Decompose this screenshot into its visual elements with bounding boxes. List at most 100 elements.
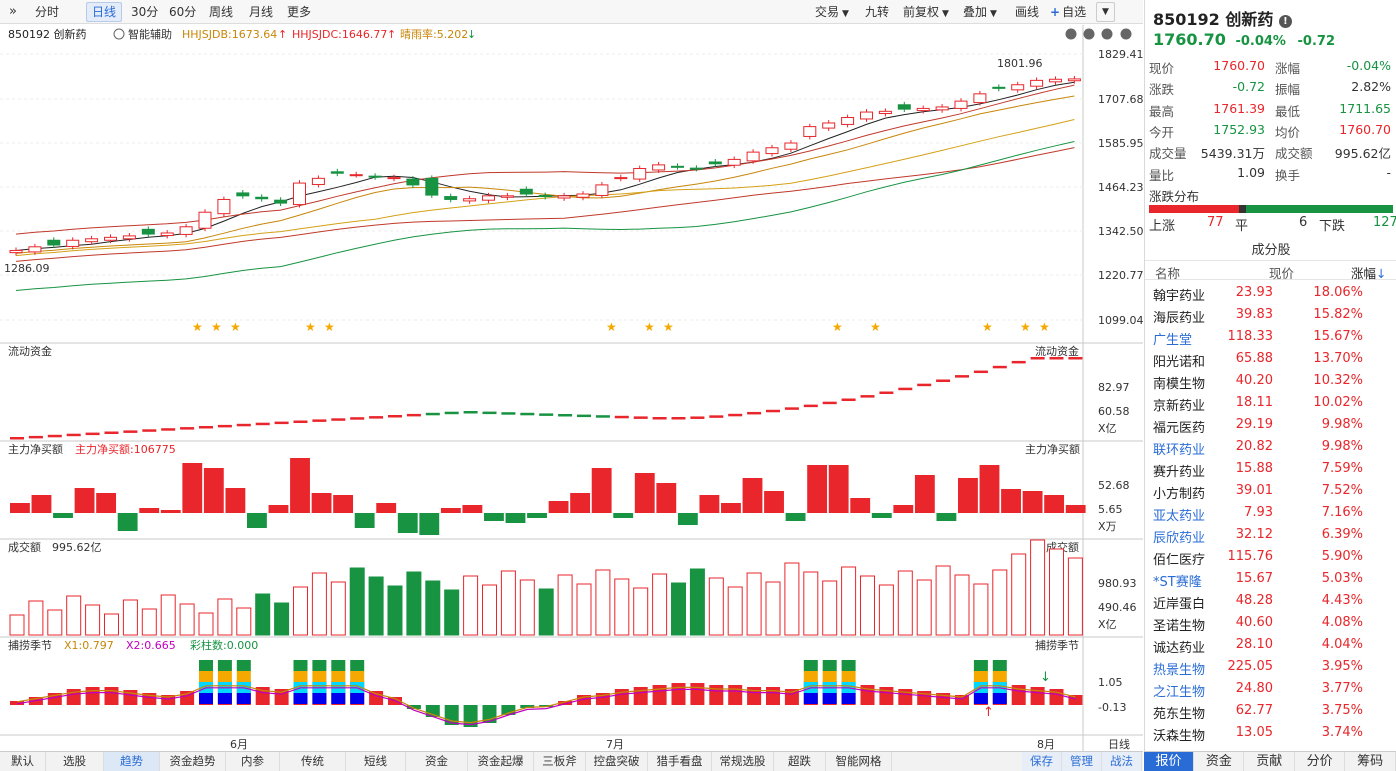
plus-icon[interactable] xyxy=(1083,28,1095,40)
strategy-tab-8[interactable]: 资金起爆 xyxy=(468,752,534,771)
constituent-row[interactable]: 辰欣药业 32.12 6.39% xyxy=(1145,524,1396,546)
candle[interactable] xyxy=(160,232,174,237)
candle[interactable] xyxy=(689,167,703,170)
kline-chart[interactable]: 1829.41 1707.68 1585.95 1464.23 1342.50 1220.… xyxy=(0,25,1143,751)
period-tab-6[interactable]: 更多 xyxy=(287,5,312,19)
bottom-action-2[interactable]: 战法 xyxy=(1102,752,1142,771)
strategy-tab-12[interactable]: 常规选股 xyxy=(712,752,774,771)
constituent-row[interactable]: 亚太药业 7.93 7.16% xyxy=(1145,502,1396,524)
candle[interactable] xyxy=(954,100,968,109)
strategy-tab-1[interactable]: 选股 xyxy=(46,752,104,771)
constituent-name[interactable]: 海辰药业 xyxy=(1153,311,1206,326)
period-tab-0[interactable]: 分时 xyxy=(35,5,60,19)
constituent-row[interactable]: *ST赛隆 15.67 5.03% xyxy=(1145,568,1396,590)
candle[interactable] xyxy=(1030,79,1044,87)
constituent-row[interactable]: 海辰药业 39.83 15.82% xyxy=(1145,304,1396,326)
candle[interactable] xyxy=(538,194,552,198)
constituent-name[interactable]: 诚达药业 xyxy=(1153,641,1206,656)
candle[interactable] xyxy=(519,188,533,195)
constituent-row[interactable]: 阳光诺和 65.88 13.70% xyxy=(1145,348,1396,370)
candle[interactable] xyxy=(482,195,495,201)
strategy-tab-2[interactable]: 趋势 xyxy=(104,752,160,771)
candle[interactable] xyxy=(274,199,288,204)
minus-icon[interactable] xyxy=(1065,28,1077,40)
constituent-name[interactable]: 佰仁医疗 xyxy=(1153,553,1206,568)
candle[interactable] xyxy=(633,168,647,180)
candle[interactable] xyxy=(368,175,382,178)
dropdown-icon[interactable]: ▼ xyxy=(1096,2,1115,22)
candle[interactable] xyxy=(614,177,628,180)
candle[interactable] xyxy=(671,165,684,168)
strategy-tab-14[interactable]: 智能网格 xyxy=(826,752,892,771)
constituent-row[interactable]: 联环药业 20.82 9.98% xyxy=(1145,436,1396,458)
constituent-row[interactable]: 之江生物 24.80 3.77% xyxy=(1145,678,1396,700)
candle[interactable] xyxy=(992,86,1006,89)
candle[interactable] xyxy=(595,184,609,196)
candle[interactable] xyxy=(841,117,855,125)
candle[interactable] xyxy=(122,235,136,240)
period-tab-5[interactable]: 月线 xyxy=(249,5,274,19)
strategy-tab-13[interactable]: 超跌 xyxy=(774,752,826,771)
constituent-row[interactable]: 圣诺生物 40.60 4.08% xyxy=(1145,612,1396,634)
constituent-name[interactable]: 京新药业 xyxy=(1153,399,1206,414)
right-tab-1[interactable]: 资金 xyxy=(1194,752,1245,771)
candle[interactable] xyxy=(803,126,817,137)
constituent-row[interactable]: 诚达药业 28.10 4.04% xyxy=(1145,634,1396,656)
strategy-tab-5[interactable]: 传统 xyxy=(280,752,346,771)
candle[interactable] xyxy=(727,158,741,166)
candle[interactable] xyxy=(293,182,306,206)
toolbar-btn-0[interactable]: 交易 ▼ xyxy=(815,5,849,19)
candle[interactable] xyxy=(217,198,231,215)
constituent-name[interactable]: 赛升药业 xyxy=(1153,465,1206,480)
candle[interactable] xyxy=(85,238,99,243)
constituent-name[interactable]: 沃森生物 xyxy=(1153,729,1206,744)
candle[interactable] xyxy=(387,177,401,180)
period-tab-2[interactable]: 30分 xyxy=(131,5,159,19)
info-icon[interactable]: ! xyxy=(1278,15,1292,28)
period-tab-4[interactable]: 周线 xyxy=(209,5,234,19)
candle[interactable] xyxy=(66,239,80,247)
constituent-row[interactable]: 佰仁医疗 115.76 5.90% xyxy=(1145,546,1396,568)
candle[interactable] xyxy=(1067,78,1081,82)
candle[interactable] xyxy=(349,174,363,177)
candle[interactable] xyxy=(1049,78,1062,83)
constituent-row[interactable]: 京新药业 18.11 10.02% xyxy=(1145,392,1396,414)
constituent-name[interactable]: 辰欣药业 xyxy=(1153,531,1206,546)
candle[interactable] xyxy=(406,178,420,186)
constituent-name[interactable]: 小方制药 xyxy=(1153,487,1206,502)
close-icon[interactable] xyxy=(1120,28,1132,40)
candle[interactable] xyxy=(198,211,212,229)
bottom-action-0[interactable]: 保存 xyxy=(1022,752,1062,771)
constituent-row[interactable]: 赛升药业 15.88 7.59% xyxy=(1145,458,1396,480)
right-tab-2[interactable]: 贡献 xyxy=(1245,752,1295,771)
collapse-icon[interactable]: » xyxy=(9,4,17,19)
candle[interactable] xyxy=(765,147,779,155)
strategy-tab-0[interactable]: 默认 xyxy=(0,752,46,771)
toolbar-btn-3[interactable]: 叠加 ▼ xyxy=(963,5,997,19)
constituent-name[interactable]: 翰宇药业 xyxy=(1153,289,1206,304)
candle[interactable] xyxy=(444,196,458,200)
constituent-row[interactable]: 热景生物 225.05 3.95% xyxy=(1145,656,1396,678)
candle[interactable] xyxy=(1011,84,1025,91)
header-pct[interactable]: 涨幅↓ xyxy=(1351,266,1387,281)
constituent-row[interactable]: 福元医药 29.19 9.98% xyxy=(1145,414,1396,436)
candle[interactable] xyxy=(935,106,949,111)
candle[interactable] xyxy=(179,226,193,235)
candle[interactable] xyxy=(47,239,61,246)
candle[interactable] xyxy=(860,111,873,120)
candle[interactable] xyxy=(784,142,798,150)
header-price[interactable]: 现价 xyxy=(1269,266,1295,281)
candle[interactable] xyxy=(746,151,760,162)
strategy-tab-7[interactable]: 资金 xyxy=(406,752,468,771)
assist-toggle-icon[interactable] xyxy=(113,28,125,40)
candle[interactable] xyxy=(822,122,836,129)
constituent-name[interactable]: 亚太药业 xyxy=(1153,509,1206,524)
constituent-name[interactable]: 热景生物 xyxy=(1153,663,1206,678)
toolbar-btn-1[interactable]: 九转 xyxy=(865,5,890,19)
constituent-name[interactable]: 之江生物 xyxy=(1153,685,1206,700)
toolbar-btn-5[interactable]: + 自选 xyxy=(1050,5,1087,19)
candle[interactable] xyxy=(236,192,250,197)
constituent-row[interactable]: 翰宇药业 23.93 18.06% xyxy=(1145,282,1396,304)
strategy-tab-10[interactable]: 控盘突破 xyxy=(586,752,648,771)
candle[interactable] xyxy=(878,110,892,115)
